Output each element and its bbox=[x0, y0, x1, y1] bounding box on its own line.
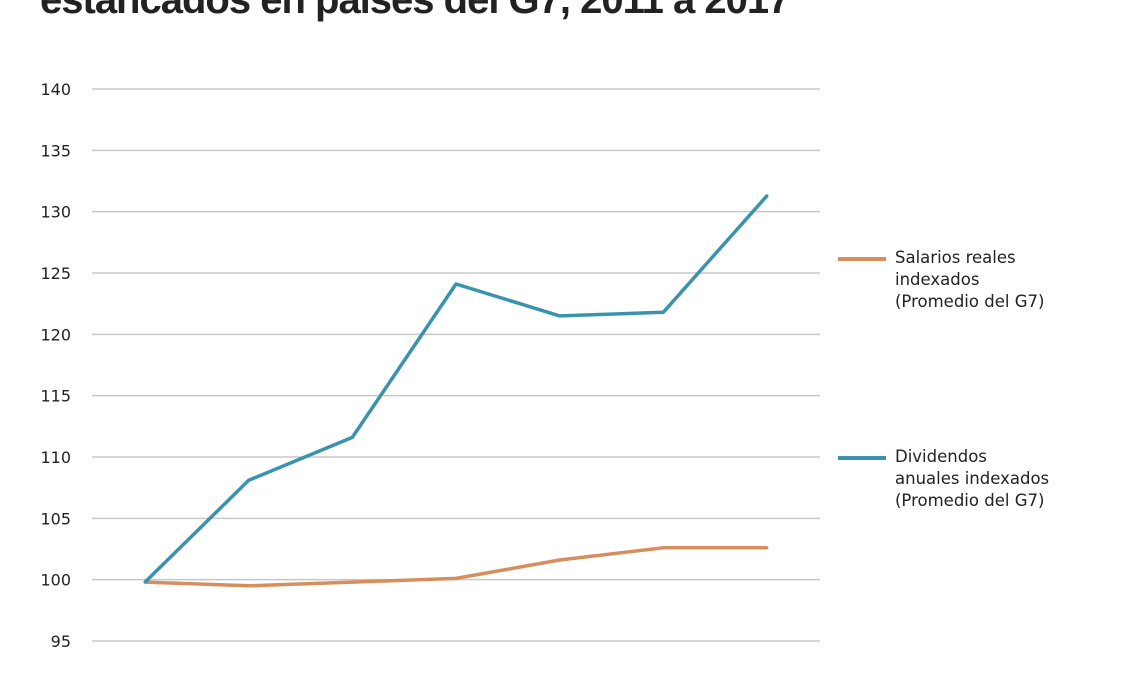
legend-label-salarios-line-2: indexados bbox=[895, 270, 980, 289]
legend-label-salarios-line-3: (Promedio del G7) bbox=[895, 292, 1045, 311]
y-tick-label-100: 100 bbox=[40, 571, 71, 590]
data-point-salarios-2014 bbox=[454, 576, 458, 580]
data-point-salarios-2017 bbox=[765, 546, 769, 550]
legend-label-salarios: Salarios reales indexados (Promedio del … bbox=[895, 247, 1095, 313]
legend-label-salarios-line-1: Salarios reales bbox=[895, 248, 1016, 267]
series-line-dividendos bbox=[143, 194, 769, 584]
y-tick-label-120: 120 bbox=[40, 325, 71, 344]
y-tick-label-105: 105 bbox=[40, 509, 71, 528]
legend-label-dividendos-line-3: (Promedio del G7) bbox=[895, 491, 1045, 510]
data-point-dividendos-2017 bbox=[765, 194, 769, 198]
y-axis-tick-labels: 140 135 130 125 120 115 110 105 100 95 bbox=[40, 80, 71, 651]
legend-label-dividendos-line-1: Dividendos bbox=[895, 447, 987, 466]
legend-label-dividendos: Dividendos anuales indexados (Promedio d… bbox=[895, 446, 1095, 512]
data-point-dividendos-2011 bbox=[143, 580, 147, 584]
series-lines bbox=[143, 194, 769, 588]
data-point-dividendos-2014 bbox=[454, 282, 458, 286]
legend-swatch-salarios bbox=[838, 257, 886, 261]
y-tick-label-115: 115 bbox=[40, 387, 71, 406]
legend-label-dividendos-line-2: anuales indexados bbox=[895, 469, 1050, 488]
gridlines bbox=[92, 88, 820, 642]
y-tick-label-135: 135 bbox=[40, 141, 71, 160]
legend-swatch-dividendos bbox=[838, 456, 886, 460]
data-point-salarios-2015 bbox=[558, 558, 562, 562]
y-tick-label-110: 110 bbox=[40, 448, 71, 467]
legend-item-salarios: Salarios reales indexados (Promedio del … bbox=[838, 247, 1095, 313]
y-tick-label-125: 125 bbox=[40, 264, 71, 283]
y-tick-label-140: 140 bbox=[40, 80, 71, 99]
data-point-salarios-2016 bbox=[661, 546, 665, 550]
y-tick-label-95: 95 bbox=[51, 632, 71, 651]
chart-title: estancados en países del G7, 2011 a 2017 bbox=[40, 0, 790, 24]
data-point-salarios-2013 bbox=[350, 580, 354, 584]
y-tick-label-130: 130 bbox=[40, 203, 71, 222]
data-point-dividendos-2012 bbox=[247, 478, 251, 482]
chart-title-line-2: estancados en países del G7, 2011 a 2017 bbox=[40, 0, 790, 22]
legend-item-dividendos: Dividendos anuales indexados (Promedio d… bbox=[838, 446, 1095, 512]
data-point-salarios-2012 bbox=[247, 584, 251, 588]
data-point-dividendos-2016 bbox=[661, 310, 665, 314]
data-point-dividendos-2013 bbox=[350, 435, 354, 439]
data-point-dividendos-2015 bbox=[558, 314, 562, 318]
